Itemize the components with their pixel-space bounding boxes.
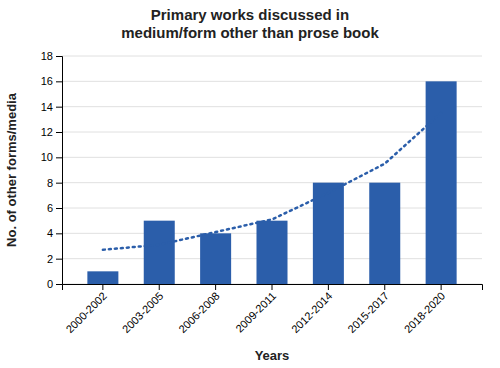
y-axis-title: No. of other forms/media xyxy=(4,92,19,247)
x-tick-mark xyxy=(159,284,160,290)
y-tick: 10 xyxy=(41,151,62,163)
y-tick-mark xyxy=(56,233,62,234)
y-tick-mark xyxy=(56,259,62,260)
grid-line xyxy=(62,208,482,209)
bar xyxy=(256,221,287,284)
y-tick: 8 xyxy=(47,177,62,189)
x-tick: 2006-2008 xyxy=(176,284,222,335)
plot-area: 0 2 4 6 8 10 12 14 16 18 2000-20022003-20052006-20… xyxy=(41,50,483,335)
x-tick: 2000-2002 xyxy=(63,284,109,335)
x-tick-label: 2009-2011 xyxy=(233,290,278,335)
x-tick: 2012-2014 xyxy=(289,284,335,335)
y-tick-label: 18 xyxy=(41,50,53,62)
y-tick: 16 xyxy=(41,75,62,87)
bar xyxy=(200,233,231,284)
y-tick-label: 12 xyxy=(41,126,53,138)
grid-line xyxy=(62,182,482,183)
x-tick-label: 2000-2002 xyxy=(63,290,109,336)
y-tick: 6 xyxy=(47,202,62,214)
y-tick-label: 4 xyxy=(47,227,53,239)
grid-line xyxy=(62,106,482,107)
chart-title: Primary works discussed inmedium/form ot… xyxy=(121,6,379,41)
y-tick: 4 xyxy=(47,227,62,239)
y-tick-label: 0 xyxy=(47,278,53,290)
y-tick-mark xyxy=(56,56,62,57)
grid xyxy=(62,56,482,284)
y-tick-label: 10 xyxy=(41,151,53,163)
y-tick-mark xyxy=(56,157,62,158)
y-axis: 0 2 4 6 8 10 12 14 16 18 xyxy=(41,50,63,290)
x-tick: 2009-2011 xyxy=(233,284,278,335)
y-tick-label: 8 xyxy=(47,177,53,189)
grid-line xyxy=(62,81,482,82)
x-tick-label: 2015-2017 xyxy=(345,290,391,336)
chart-container: 0 2 4 6 8 10 12 14 16 18 2000-20022003-20052006-20… xyxy=(0,0,500,368)
grid-line xyxy=(62,157,482,158)
x-tick-mark xyxy=(102,284,103,290)
x-tick-mark xyxy=(441,284,442,290)
y-tick-mark xyxy=(56,81,62,82)
y-tick-mark xyxy=(56,132,62,133)
y-tick-mark xyxy=(56,284,62,285)
x-tick-label: 2003-2005 xyxy=(120,290,166,336)
marks xyxy=(87,81,456,284)
bar xyxy=(87,271,118,284)
grid-line xyxy=(62,56,482,57)
y-axis-line xyxy=(56,57,63,285)
x-axis: 2000-20022003-20052006-20082009-20112012… xyxy=(63,284,483,335)
bar xyxy=(369,183,400,284)
x-tick: 2003-2005 xyxy=(120,284,166,335)
y-tick: 14 xyxy=(41,101,62,113)
chart-svg: 0 2 4 6 8 10 12 14 16 18 2000-20022003-20052006-20… xyxy=(0,0,500,368)
bar xyxy=(144,221,175,284)
chart-title-line: medium/form other than prose book xyxy=(121,24,379,41)
y-tick-label: 6 xyxy=(47,202,53,214)
chart-title-line: Primary works discussed in xyxy=(151,6,349,23)
y-tick: 2 xyxy=(47,253,62,265)
y-tick-label: 2 xyxy=(47,253,53,265)
x-tick: 2018-2020 xyxy=(402,284,448,335)
y-tick-mark xyxy=(56,183,62,184)
x-tick-label: 2012-2014 xyxy=(289,290,335,336)
x-tick-mark xyxy=(328,284,329,290)
x-tick-mark xyxy=(272,284,273,290)
x-tick-mark xyxy=(215,284,216,290)
y-tick-label: 16 xyxy=(41,75,53,87)
y-tick: 0 xyxy=(47,278,62,290)
trend-line xyxy=(103,113,441,250)
bars xyxy=(87,81,456,284)
y-tick: 18 xyxy=(41,50,62,62)
x-axis-line xyxy=(63,285,483,291)
x-axis-title: Years xyxy=(255,348,290,363)
x-tick: 2015-2017 xyxy=(345,284,391,335)
x-tick-mark xyxy=(384,284,385,290)
y-tick-mark xyxy=(56,107,62,108)
y-tick-mark xyxy=(56,208,62,209)
x-tick-label: 2018-2020 xyxy=(402,290,448,336)
bar xyxy=(426,81,457,284)
y-tick: 12 xyxy=(41,126,62,138)
y-tick-label: 14 xyxy=(41,101,53,113)
x-tick-label: 2006-2008 xyxy=(176,290,222,336)
